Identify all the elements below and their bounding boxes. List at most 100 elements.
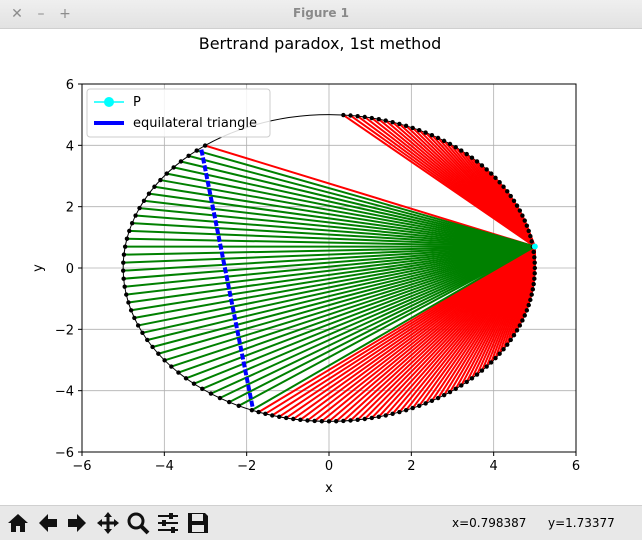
chord bbox=[173, 166, 536, 248]
zoom-icon[interactable] bbox=[125, 510, 151, 536]
chord-endpoint bbox=[121, 252, 127, 257]
chord-endpoint bbox=[369, 415, 374, 421]
chord-endpoint bbox=[121, 260, 126, 265]
chord-endpoint bbox=[484, 364, 489, 369]
y-axis-ticks: −6 −4 −2 0 2 4 6 bbox=[55, 78, 82, 461]
chord-endpoint bbox=[532, 276, 537, 281]
chord-endpoint bbox=[493, 175, 498, 181]
chord-endpoint bbox=[441, 138, 447, 144]
chord-endpoint bbox=[520, 318, 525, 323]
chord-endpoint bbox=[397, 121, 402, 127]
chord-endpoint bbox=[186, 153, 191, 159]
chord-endpoint bbox=[156, 351, 161, 356]
chord-endpoint bbox=[529, 239, 534, 244]
chord-endpoint bbox=[532, 255, 537, 260]
chord-endpoint bbox=[493, 355, 498, 361]
chord-endpoint bbox=[403, 123, 409, 129]
chord-endpoint bbox=[459, 148, 464, 153]
chord bbox=[132, 222, 535, 248]
chord-endpoint bbox=[270, 413, 275, 418]
chord-endpoint bbox=[176, 370, 181, 375]
chord bbox=[210, 245, 536, 395]
chord-endpoint bbox=[497, 180, 502, 185]
chord-endpoint bbox=[348, 418, 353, 423]
chord bbox=[139, 207, 535, 248]
chord-endpoint bbox=[524, 308, 530, 313]
y-tick-label: −2 bbox=[55, 323, 74, 338]
maximize-window-icon[interactable]: + bbox=[59, 6, 71, 22]
configure-subplots-icon[interactable] bbox=[155, 510, 181, 536]
chart-title: Bertrand paradox, 1st method bbox=[199, 34, 442, 53]
chord-endpoint bbox=[390, 119, 395, 125]
navigation-toolbar: x=0.798387 y=1.73377 bbox=[0, 505, 642, 540]
chord-endpoint bbox=[376, 414, 381, 419]
chord-endpoint bbox=[227, 399, 232, 405]
close-window-icon[interactable]: ✕ bbox=[11, 6, 23, 22]
chord-endpoint bbox=[505, 342, 510, 347]
chord-endpoint bbox=[298, 417, 303, 423]
chord-endpoint bbox=[453, 144, 458, 150]
chord-endpoint bbox=[469, 155, 475, 160]
chord bbox=[196, 149, 536, 248]
chord bbox=[129, 229, 535, 248]
save-icon[interactable] bbox=[185, 510, 211, 536]
point-p bbox=[531, 243, 538, 250]
chord-endpoint bbox=[435, 395, 441, 401]
chord-endpoint bbox=[135, 323, 141, 328]
x-tick-label: −2 bbox=[237, 459, 256, 474]
chord-endpoint bbox=[429, 398, 435, 403]
chord-endpoint bbox=[341, 418, 346, 424]
chord-endpoint bbox=[341, 112, 346, 118]
chord-endpoint bbox=[126, 300, 131, 305]
chord-endpoint bbox=[464, 379, 469, 385]
chord-endpoint bbox=[390, 411, 395, 417]
y-tick-label: −6 bbox=[55, 446, 74, 461]
chord-endpoint bbox=[410, 405, 415, 411]
chord-endpoint bbox=[453, 386, 458, 392]
chord-endpoint bbox=[122, 244, 128, 249]
home-icon[interactable] bbox=[5, 510, 31, 536]
chord-endpoint bbox=[128, 308, 134, 313]
chord-endpoint bbox=[348, 113, 353, 118]
figure-canvas[interactable]: Bertrand paradox, 1st method −6 −4 −2 0 2 4 6 … bbox=[0, 29, 642, 505]
plot-area[interactable]: Bertrand paradox, 1st method −6 −4 −2 0 2 4 6 … bbox=[0, 29, 642, 505]
chord-endpoint bbox=[497, 351, 502, 356]
chord-endpoint bbox=[517, 323, 523, 328]
chord-endpoint bbox=[532, 265, 538, 271]
y-axis-label: y bbox=[31, 264, 46, 272]
chord-endpoint bbox=[169, 364, 174, 369]
chord-endpoint bbox=[488, 171, 494, 176]
chord-endpoint bbox=[152, 184, 157, 189]
chord-endpoint bbox=[140, 330, 145, 336]
x-axis-ticks: −6 −4 −2 0 2 4 6 bbox=[72, 452, 580, 474]
chord-endpoint bbox=[474, 372, 480, 377]
chord bbox=[126, 245, 535, 296]
chord bbox=[148, 192, 535, 248]
chord-endpoint bbox=[291, 416, 296, 422]
legend-p-marker bbox=[104, 97, 114, 107]
chord-endpoint bbox=[383, 118, 388, 123]
chord bbox=[204, 144, 536, 248]
chord-endpoint bbox=[256, 409, 261, 415]
chord-endpoint bbox=[528, 297, 533, 303]
chord-endpoint bbox=[217, 395, 223, 401]
chord bbox=[193, 245, 536, 385]
chord bbox=[219, 245, 536, 399]
forward-icon[interactable] bbox=[64, 510, 90, 536]
pan-icon[interactable] bbox=[95, 510, 121, 536]
chord-endpoint bbox=[122, 284, 127, 289]
chord-endpoint bbox=[129, 220, 135, 226]
chord-endpoint bbox=[133, 213, 138, 218]
minimize-window-icon[interactable]: – bbox=[37, 6, 45, 22]
chord-endpoint bbox=[522, 218, 527, 223]
chord-endpoint bbox=[528, 233, 533, 239]
chord-endpoint bbox=[183, 376, 189, 381]
legend: P equilateral triangle bbox=[86, 88, 271, 138]
x-tick-label: 2 bbox=[407, 459, 415, 474]
chord bbox=[128, 245, 535, 304]
chord bbox=[251, 245, 536, 412]
back-icon[interactable] bbox=[35, 510, 61, 536]
chord-endpoint bbox=[150, 344, 155, 350]
chord bbox=[166, 172, 536, 248]
x-tick-label: 4 bbox=[490, 459, 498, 474]
